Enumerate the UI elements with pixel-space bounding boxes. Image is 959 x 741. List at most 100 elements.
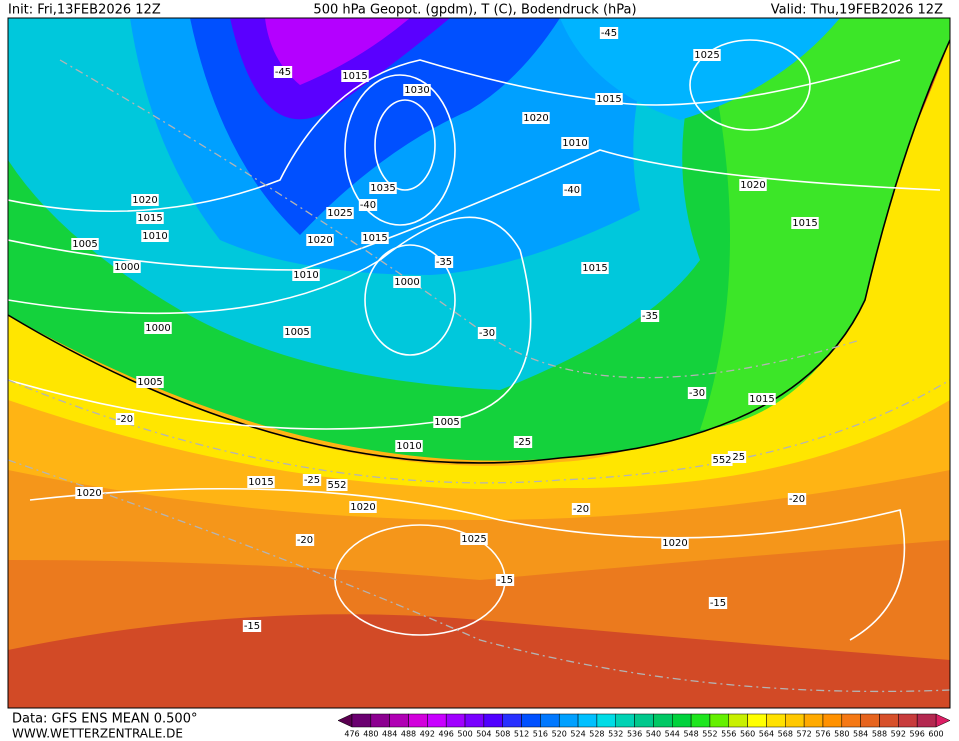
temperature-label: -40 xyxy=(360,200,376,211)
legend-level-label: 484 xyxy=(382,730,397,739)
legend-level-label: 556 xyxy=(721,730,736,739)
temperature-label: -35 xyxy=(642,311,658,322)
legend-swatch xyxy=(766,713,786,728)
temperature-label: -25 xyxy=(304,475,320,486)
legend-swatch xyxy=(916,713,937,728)
legend-swatch xyxy=(879,713,899,728)
website: WWW.WETTERZENTRALE.DE xyxy=(12,727,183,741)
legend-swatch xyxy=(596,713,616,728)
isobar-label-box xyxy=(75,487,103,499)
legend-level-label: 512 xyxy=(514,730,529,739)
isobar-label: 1005 xyxy=(137,377,162,388)
temperature-label: -20 xyxy=(789,494,805,505)
legend-end xyxy=(337,713,353,728)
isobar-label: 1000 xyxy=(394,277,419,288)
isobar-label-box xyxy=(561,137,589,149)
temperature-label: -20 xyxy=(117,414,133,425)
temperature-label-box xyxy=(787,493,807,505)
temperature-label-box xyxy=(640,310,660,322)
map-frame xyxy=(7,17,951,709)
isobar xyxy=(8,149,941,271)
isobar-label-box xyxy=(144,322,172,334)
isobar-label: 1010 xyxy=(396,441,421,452)
legend-swatch xyxy=(841,713,861,728)
isobar-label: 1020 xyxy=(307,235,332,246)
isobar-label-box xyxy=(349,501,377,513)
isobar-label: 1015 xyxy=(248,477,273,488)
region xyxy=(560,18,840,120)
legend-swatch xyxy=(860,713,880,728)
isobar xyxy=(689,39,811,131)
temperature-label: -25 xyxy=(729,452,745,463)
isobar-label: 1005 xyxy=(284,327,309,338)
isobar xyxy=(29,487,906,641)
isobar-label-box xyxy=(369,182,397,194)
isobar-label: 1015 xyxy=(749,394,774,405)
legend-level-label: 496 xyxy=(439,730,454,739)
isobar-label: 1020 xyxy=(740,180,765,191)
temperature-label: -15 xyxy=(710,598,726,609)
isobar-label-box xyxy=(136,212,164,224)
legend-level-label: 500 xyxy=(457,730,472,739)
legend-swatch xyxy=(577,713,598,728)
legend-level-label: 532 xyxy=(608,730,623,739)
legend-swatch xyxy=(728,713,748,728)
legend-level-label: 520 xyxy=(552,730,567,739)
legend-level-label: 536 xyxy=(627,730,642,739)
temperature-label-box xyxy=(495,574,515,586)
legend-swatch xyxy=(370,713,390,728)
temperature-label-box xyxy=(434,256,454,268)
legend-swatch xyxy=(615,713,635,728)
temperature-label-box xyxy=(115,413,135,425)
isobar-label: 1035 xyxy=(370,183,395,194)
legend-level-label: 476 xyxy=(344,730,359,739)
geopotential-label: 552 xyxy=(712,455,731,466)
isotherm xyxy=(8,459,950,693)
legend-level-label: 552 xyxy=(702,730,717,739)
isobar-label-box xyxy=(283,326,311,338)
isobar-label-box xyxy=(326,207,354,219)
legend-level-label: 588 xyxy=(872,730,887,739)
isobar-label: 1010 xyxy=(142,231,167,242)
temperature-label-box xyxy=(599,27,619,39)
isobar-label: 1030 xyxy=(404,85,429,96)
isobar-label-box xyxy=(136,376,164,388)
legend-level-label: 584 xyxy=(853,730,868,739)
legend-swatch xyxy=(634,713,654,728)
legend-end xyxy=(935,713,951,728)
legend-level-label: 508 xyxy=(495,730,510,739)
legend-level-label: 528 xyxy=(589,730,604,739)
legend-swatch xyxy=(502,713,522,728)
geopotential-label: 552 xyxy=(327,480,346,491)
isobar-label: 1025 xyxy=(461,534,486,545)
legend-swatch xyxy=(747,713,767,728)
isobar xyxy=(344,74,456,226)
color-legend: 476 480 484 488 492 496 500 504 508 512 516 520 524 5… xyxy=(337,713,951,739)
legend-level-label: 548 xyxy=(683,730,698,739)
temperature-label: -30 xyxy=(689,388,705,399)
isobar-label: 1000 xyxy=(114,262,139,273)
isobar-label-box xyxy=(661,537,689,549)
legend-swatch xyxy=(803,713,824,728)
isobar-label: 1015 xyxy=(137,213,162,224)
isobar-label-box xyxy=(393,276,421,288)
geopotential-label-box xyxy=(711,454,733,466)
isobar xyxy=(374,99,436,191)
legend-level-label: 568 xyxy=(778,730,793,739)
legend-level-label: 576 xyxy=(815,730,830,739)
legend-swatch xyxy=(898,713,918,728)
isobar-label-box xyxy=(361,232,389,244)
map-title: 500 hPa Geopot. (gpdm), T (C), Bodendruc… xyxy=(313,3,636,18)
isobar-label-box xyxy=(403,84,431,96)
isobar-label: 1015 xyxy=(596,94,621,105)
legend-swatch xyxy=(822,713,843,728)
init-time: Init: Fri,13FEB2026 12Z xyxy=(8,3,161,18)
legend-level-label: 544 xyxy=(665,730,680,739)
isobar-label: 1015 xyxy=(792,218,817,229)
isobar-label-box xyxy=(306,234,334,246)
isobar-label-box xyxy=(739,179,767,191)
legend-swatch xyxy=(709,713,730,728)
isotherm xyxy=(8,379,950,484)
temperature-label-box xyxy=(571,503,591,515)
isobar-label: 1020 xyxy=(523,113,548,124)
